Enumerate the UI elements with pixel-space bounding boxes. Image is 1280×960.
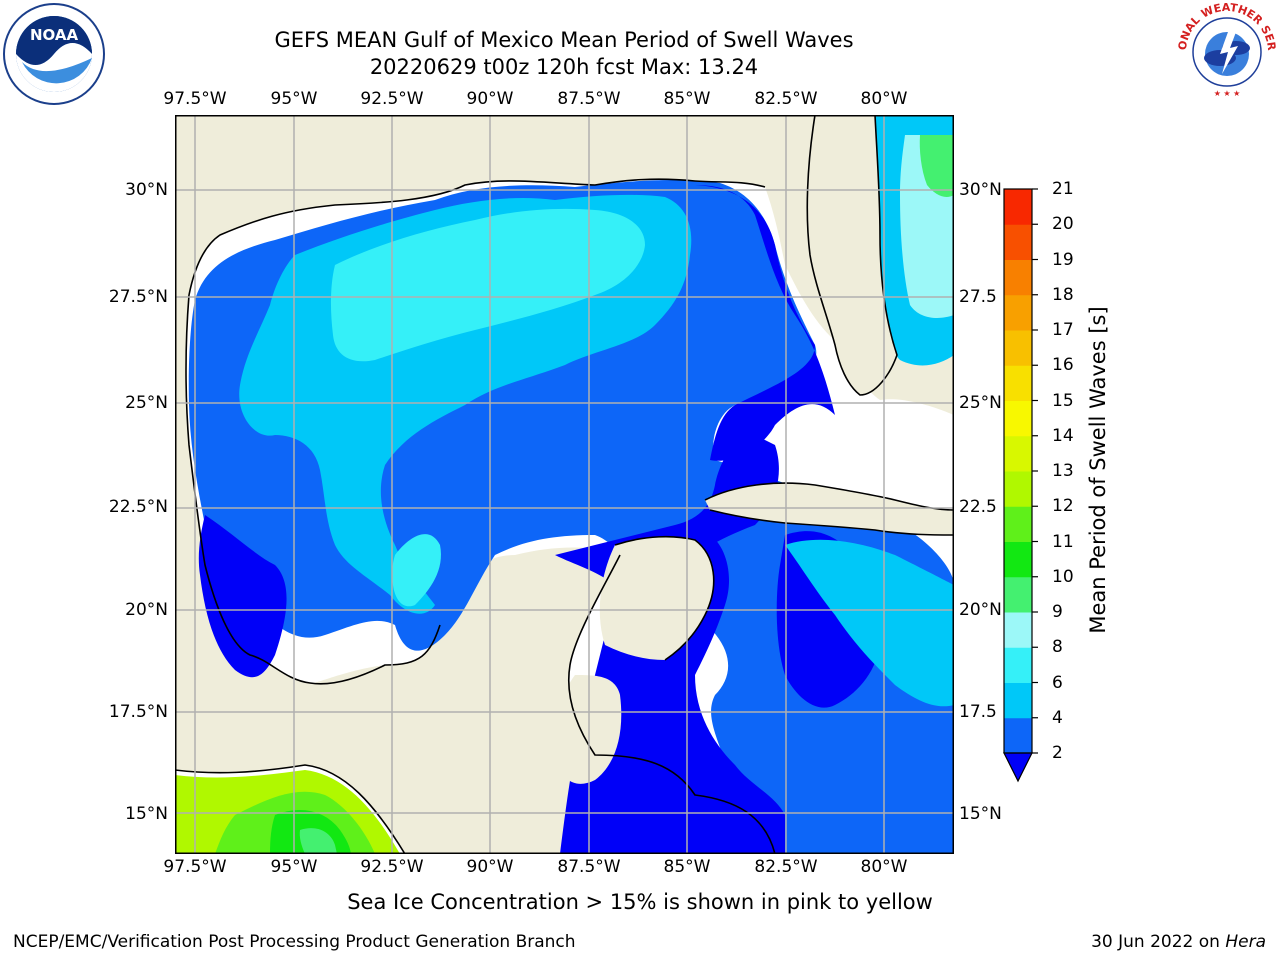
colorbar-tick-label: 9 xyxy=(1052,602,1063,622)
map-panel xyxy=(175,115,954,854)
lat-label-right: 20°N xyxy=(959,600,1002,620)
noaa-logo-text: NOAA xyxy=(30,26,79,44)
svg-text:★ ★ ★: ★ ★ ★ xyxy=(1214,89,1241,98)
colorbar-tick-label: 4 xyxy=(1052,707,1063,728)
colorbar-tick-label: 8 xyxy=(1052,637,1063,658)
swell-4-6-carib xyxy=(785,539,954,707)
lat-label-right: 25°N xyxy=(959,393,1002,413)
colorbar-segment xyxy=(1004,224,1032,260)
footer-credit: NCEP/EMC/Verification Post Processing Pr… xyxy=(13,932,576,952)
swell-9-10-east xyxy=(919,135,954,197)
swell-pacific-9-10 xyxy=(299,828,337,854)
footer-host: Hera xyxy=(1225,932,1266,952)
lon-label-top: 85°W xyxy=(663,89,711,109)
lat-label-left: 20°N xyxy=(125,600,168,620)
colorbar-label: Mean Period of Swell Waves [s] xyxy=(1086,306,1110,634)
colorbar-segment xyxy=(1004,400,1032,437)
colorbar-tick-label: 15 xyxy=(1052,390,1074,411)
lon-label-bottom: 85°W xyxy=(663,857,711,877)
colorbar-tick-label: 6 xyxy=(1052,672,1063,693)
swell-under-2-b xyxy=(555,435,779,589)
lon-label-top: 90°W xyxy=(466,89,514,109)
colorbar-tick-label: 14 xyxy=(1052,425,1074,446)
colorbar-tick-label: 18 xyxy=(1052,284,1074,305)
lat-label-right: 27.5 xyxy=(959,287,997,307)
swell-under-2-d xyxy=(198,515,287,678)
colorbar-segment xyxy=(1004,576,1032,613)
cuba-land xyxy=(705,483,954,535)
map-title: GEFS MEAN Gulf of Mexico Mean Period of … xyxy=(274,28,854,52)
lat-label-left: 22.5°N xyxy=(108,497,168,517)
colorbar-segment xyxy=(1004,647,1032,683)
colorbar-tick-label: 2 xyxy=(1052,743,1063,763)
colorbar-segment xyxy=(1004,506,1032,542)
lat-label-right: 15°N xyxy=(959,804,1002,824)
colorbar xyxy=(1003,188,1038,783)
lon-label-top: 80°W xyxy=(860,89,908,109)
colorbar-tick-label: 10 xyxy=(1052,566,1074,587)
colorbar-segment xyxy=(1004,471,1032,507)
nws-logo: NATIONAL WEATHER SERVICE ★ ★ ★ xyxy=(1176,2,1278,100)
colorbar-tick-label: 19 xyxy=(1052,249,1074,270)
swell-under-2 xyxy=(695,185,835,461)
colorbar-tick-label: 16 xyxy=(1052,355,1074,376)
sea-ice-note: Sea Ice Concentration > 15% is shown in … xyxy=(0,890,1280,914)
lon-label-top: 82.5°W xyxy=(754,89,818,109)
lon-label-bottom: 87.5°W xyxy=(557,857,621,877)
lat-label-left: 17.5°N xyxy=(108,702,168,722)
lon-label-bottom: 97.5°W xyxy=(163,857,227,877)
gridlines xyxy=(175,115,954,854)
colorbar-tick-label: 17 xyxy=(1052,320,1074,340)
colorbar-segment xyxy=(1004,682,1032,719)
colorbar-segment xyxy=(1004,330,1032,366)
lon-label-bottom: 90°W xyxy=(466,857,514,877)
colorbar-segment xyxy=(1004,717,1032,754)
colorbar-extend-triangle xyxy=(1003,752,1033,783)
colorbar-segment xyxy=(1004,365,1032,401)
colorbar-tick-label: 11 xyxy=(1052,531,1074,552)
colorbar-tick-label: 13 xyxy=(1052,461,1074,481)
swell-6-8 xyxy=(330,208,645,362)
noaa-logo: NOAA xyxy=(3,3,105,105)
lon-label-bottom: 80°W xyxy=(860,857,908,877)
lat-label-right: 22.5 xyxy=(959,497,997,517)
lon-label-top: 87.5°W xyxy=(557,89,621,109)
colorbar-segment xyxy=(1004,189,1032,225)
lat-label-left: 30°N xyxy=(125,180,168,200)
lon-label-top: 97.5°W xyxy=(163,89,227,109)
colorbar-segment xyxy=(1004,612,1032,648)
sea-ice-note-text: Sea Ice Concentration > 15% is shown in … xyxy=(347,890,933,914)
yucatan-land xyxy=(599,536,714,660)
lon-label-top: 92.5°W xyxy=(360,89,424,109)
footer-date-text: 30 Jun 2022 on xyxy=(1091,932,1226,952)
lon-label-bottom: 82.5°W xyxy=(754,857,818,877)
lat-label-left: 15°N xyxy=(125,804,168,824)
colorbar-tick-label: 21 xyxy=(1052,179,1074,199)
lon-label-bottom: 92.5°W xyxy=(360,857,424,877)
map-subtitle: 20220629 t00z 120h fcst Max: 13.24 xyxy=(369,55,759,79)
lat-label-left: 27.5°N xyxy=(108,287,168,307)
coastlines xyxy=(175,115,954,854)
lat-label-left: 25°N xyxy=(125,393,168,413)
lon-label-top: 95°W xyxy=(270,89,318,109)
colorbar-tick-label: 12 xyxy=(1052,496,1074,517)
colorbar-segment xyxy=(1004,435,1032,472)
lat-label-right: 17.5 xyxy=(959,702,997,722)
colorbar-segment xyxy=(1004,259,1032,296)
colorbar-segment xyxy=(1004,541,1032,578)
swell-6-8-plume xyxy=(391,534,441,607)
footer-date: 30 Jun 2022 on Hera xyxy=(1091,932,1266,952)
lon-label-bottom: 95°W xyxy=(270,857,318,877)
colorbar-tick-label: 20 xyxy=(1052,214,1074,235)
colorbar-segment xyxy=(1004,294,1032,331)
lat-label-right: 30°N xyxy=(959,180,1002,200)
